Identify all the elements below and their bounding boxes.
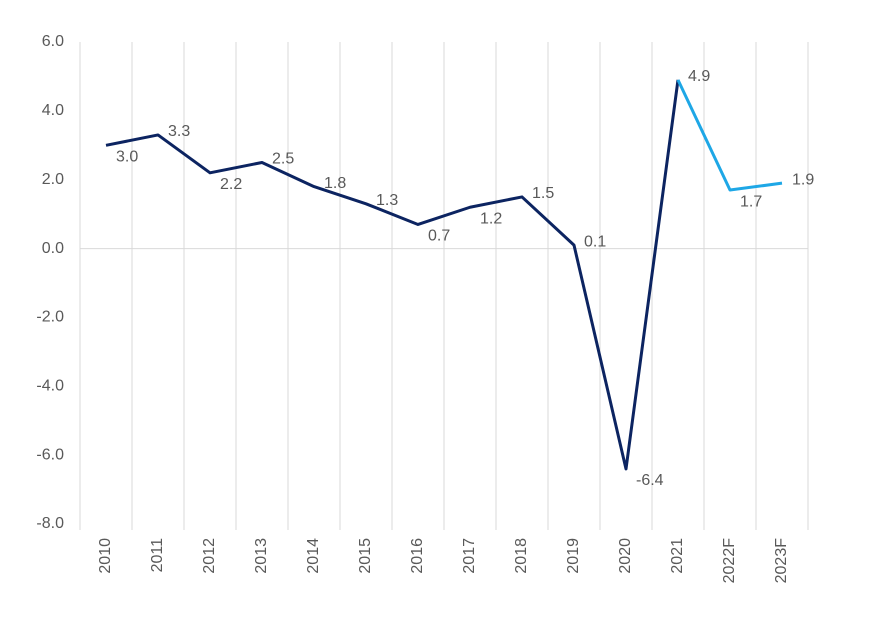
data-label: 1.9 <box>792 171 814 188</box>
data-label: 0.1 <box>584 233 606 250</box>
x-tick-label: 2020 <box>617 538 634 574</box>
x-tick-label: 2023F <box>773 538 790 584</box>
y-tick-label: 2.0 <box>42 171 64 188</box>
x-tick-label: 2021 <box>669 538 686 574</box>
x-tick-label: 2010 <box>97 538 114 574</box>
x-tick-label: 2016 <box>409 538 426 574</box>
data-label: 2.5 <box>272 151 294 168</box>
data-label: 1.7 <box>740 193 762 210</box>
x-tick-label: 2012 <box>201 538 218 574</box>
y-tick-label: 0.0 <box>42 240 64 257</box>
data-label: 4.9 <box>688 68 710 85</box>
data-label: 1.3 <box>376 192 398 209</box>
x-tick-label: 2015 <box>357 538 374 574</box>
data-label: -6.4 <box>636 472 664 489</box>
x-tick-label: 2011 <box>149 538 166 573</box>
x-tick-label: 2017 <box>461 538 478 574</box>
y-tick-label: 6.0 <box>42 33 64 50</box>
data-label: 1.5 <box>532 185 554 202</box>
x-tick-label: 2019 <box>565 538 582 574</box>
data-label: 3.3 <box>168 123 190 140</box>
data-label: 0.7 <box>428 228 450 245</box>
data-label: 3.0 <box>116 149 138 166</box>
data-line <box>105 79 680 471</box>
x-tick-label: 2018 <box>513 538 530 574</box>
x-tick-label: 2022F <box>721 538 738 584</box>
y-tick-label: -6.0 <box>36 446 64 463</box>
data-line <box>676 79 783 192</box>
x-tick-label: 2014 <box>305 538 322 574</box>
data-label: 1.8 <box>324 175 346 192</box>
y-tick-label: -4.0 <box>36 378 64 395</box>
y-tick-label: 4.0 <box>42 102 64 119</box>
y-tick-label: -8.0 <box>36 515 64 532</box>
data-label: 1.2 <box>480 210 502 227</box>
x-tick-label: 2013 <box>253 538 270 574</box>
data-label: 2.2 <box>220 176 242 193</box>
y-tick-label: -2.0 <box>36 309 64 326</box>
